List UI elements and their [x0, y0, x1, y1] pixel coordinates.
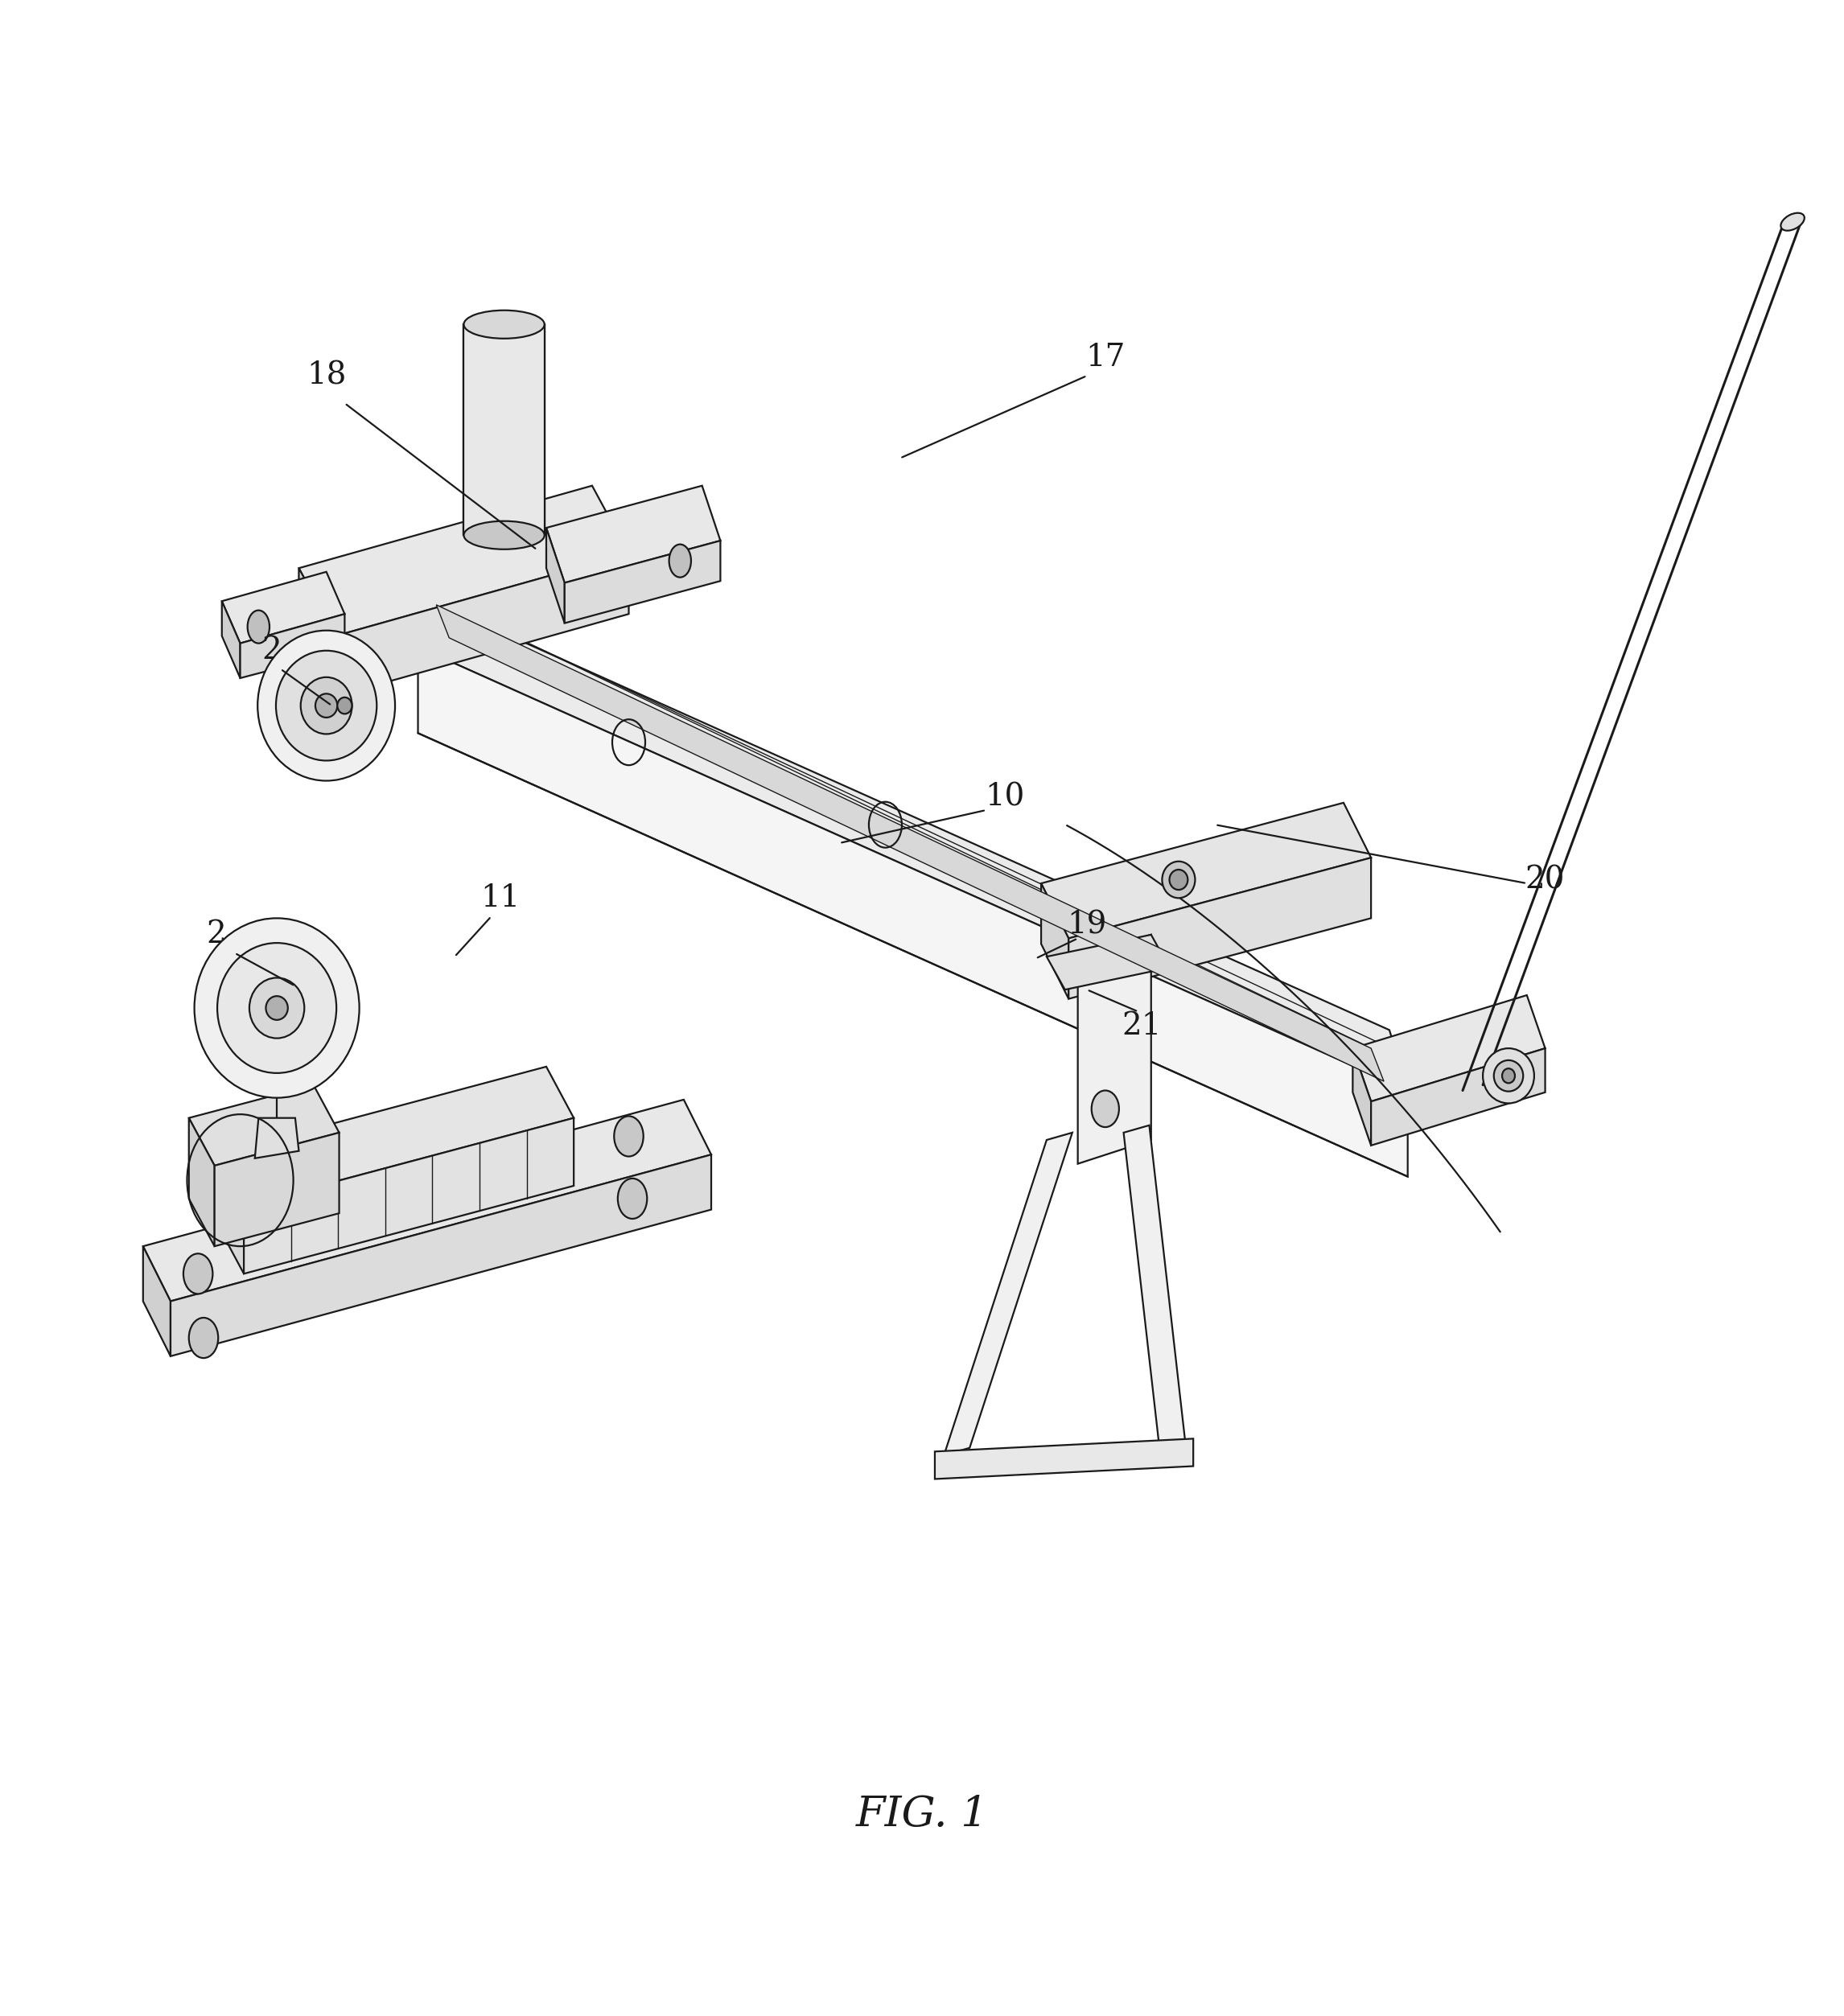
- Ellipse shape: [618, 1179, 647, 1220]
- Polygon shape: [437, 605, 1383, 1081]
- Text: 21: 21: [1123, 1012, 1162, 1040]
- Polygon shape: [1070, 857, 1372, 998]
- Text: 11: 11: [481, 883, 520, 913]
- Polygon shape: [546, 486, 721, 583]
- Polygon shape: [299, 569, 336, 696]
- Text: 2: 2: [207, 919, 227, 950]
- Polygon shape: [144, 1246, 170, 1357]
- Ellipse shape: [188, 1318, 218, 1359]
- Text: 2: 2: [262, 635, 282, 665]
- Ellipse shape: [258, 631, 395, 780]
- Polygon shape: [254, 1119, 299, 1159]
- Polygon shape: [144, 1099, 712, 1300]
- Polygon shape: [419, 647, 1407, 1177]
- Polygon shape: [188, 1119, 214, 1246]
- Polygon shape: [935, 1439, 1193, 1480]
- Polygon shape: [221, 573, 345, 643]
- Polygon shape: [188, 1085, 339, 1165]
- Ellipse shape: [1503, 1068, 1516, 1083]
- Polygon shape: [221, 601, 240, 677]
- Polygon shape: [214, 1133, 339, 1246]
- Polygon shape: [564, 540, 721, 623]
- Polygon shape: [1353, 996, 1545, 1101]
- Polygon shape: [1123, 1125, 1186, 1456]
- Polygon shape: [1047, 935, 1169, 990]
- Polygon shape: [1372, 1048, 1545, 1145]
- Polygon shape: [216, 1066, 573, 1206]
- Polygon shape: [216, 1155, 243, 1274]
- Ellipse shape: [465, 310, 544, 339]
- Text: FIG. 1: FIG. 1: [856, 1794, 988, 1835]
- Text: 17: 17: [1086, 343, 1125, 373]
- Ellipse shape: [277, 651, 376, 760]
- Polygon shape: [400, 587, 1407, 1091]
- Ellipse shape: [1092, 1091, 1119, 1127]
- Ellipse shape: [247, 611, 269, 643]
- Polygon shape: [170, 1155, 712, 1357]
- Ellipse shape: [1483, 1048, 1534, 1103]
- Ellipse shape: [1162, 861, 1195, 897]
- Polygon shape: [465, 325, 544, 534]
- Ellipse shape: [266, 996, 288, 1020]
- Polygon shape: [243, 1119, 573, 1274]
- Ellipse shape: [218, 943, 336, 1073]
- Ellipse shape: [465, 520, 544, 548]
- Ellipse shape: [301, 677, 352, 734]
- Ellipse shape: [194, 917, 360, 1099]
- Ellipse shape: [669, 544, 692, 577]
- Ellipse shape: [1781, 214, 1805, 230]
- Polygon shape: [1077, 935, 1151, 1163]
- Ellipse shape: [315, 694, 337, 718]
- Ellipse shape: [1169, 869, 1188, 889]
- Ellipse shape: [183, 1254, 212, 1294]
- Polygon shape: [944, 1133, 1073, 1456]
- Ellipse shape: [337, 698, 352, 714]
- Ellipse shape: [1494, 1060, 1523, 1091]
- Polygon shape: [299, 486, 629, 635]
- Text: 20: 20: [1525, 865, 1566, 895]
- Polygon shape: [1353, 1048, 1372, 1145]
- Text: 19: 19: [1068, 911, 1106, 939]
- Polygon shape: [336, 554, 629, 696]
- Polygon shape: [1042, 883, 1070, 998]
- Ellipse shape: [249, 978, 304, 1038]
- Polygon shape: [546, 528, 564, 623]
- Text: 10: 10: [985, 782, 1023, 812]
- Polygon shape: [240, 615, 345, 677]
- Polygon shape: [1042, 802, 1372, 937]
- Text: 18: 18: [306, 361, 347, 391]
- Ellipse shape: [614, 1117, 644, 1157]
